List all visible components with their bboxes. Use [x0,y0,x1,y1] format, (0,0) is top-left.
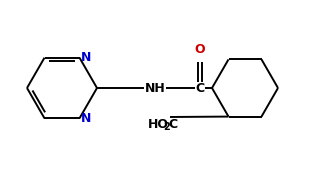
Text: HO: HO [148,118,169,132]
Text: N: N [81,51,91,64]
Text: 2: 2 [163,122,170,132]
Text: O: O [195,43,205,56]
Text: C: C [168,118,177,132]
Text: NH: NH [145,81,165,95]
Text: C: C [196,81,204,95]
Text: N: N [81,112,91,125]
